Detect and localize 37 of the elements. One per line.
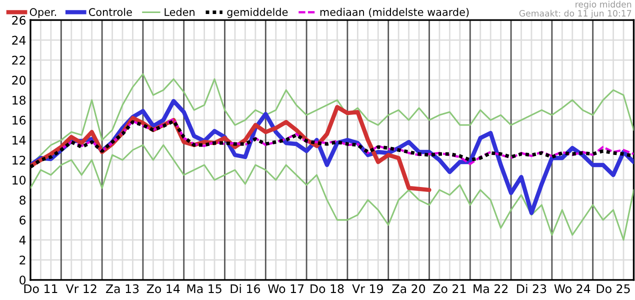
text: regio midden (576, 0, 632, 10)
x-tick-label: Za 20 (392, 284, 426, 294)
y-tick-label: 8 (20, 196, 26, 205)
x-tick-label: Do 18 (310, 284, 344, 294)
legend-label: Leden (164, 8, 194, 16)
y-tick-label: 0 (20, 276, 26, 285)
y-tick-label: 2 (20, 256, 26, 264)
y-tick-label: 4 (19, 236, 26, 244)
legend-label: mediaan (middelste waarde) (320, 8, 469, 18)
legend-label: Controle (88, 8, 132, 16)
x-tick-label: Di 23 (517, 284, 546, 294)
legend-label: Oper. (30, 8, 56, 18)
x-tick-label: Wo 17 (268, 284, 304, 294)
y-tick-label: 18 (12, 96, 26, 105)
legend-label: gemiddelde (227, 8, 288, 18)
y-tick-label: 24 (12, 36, 26, 45)
y-tick-label: 6 (20, 216, 26, 225)
x-tick-label: Di 16 (230, 284, 260, 294)
x-tick-label: Zo 21 (433, 284, 466, 294)
y-tick-label: 10 (12, 176, 26, 185)
y-tick-label: 22 (12, 56, 26, 65)
x-tick-label: Ma 15 (187, 284, 222, 294)
line-series (30, 144, 634, 241)
y-tick-label: 20 (12, 76, 26, 85)
x-tick-label: Zo 14 (146, 284, 180, 294)
y-tick-label: 16 (12, 116, 26, 125)
x-tick-label: Ma 22 (474, 284, 508, 294)
y-tick-label: 14 (12, 136, 26, 144)
y-tick-label: 12 (12, 156, 26, 164)
x-tick-label: Vr 19 (352, 284, 383, 294)
y-tick-label: 26 (12, 16, 26, 25)
text: Gemaakt: do 11 jun 10:17 (519, 10, 632, 18)
x-tick-label: Do 11 (24, 284, 58, 294)
x-tick-label: Do 25 (596, 284, 630, 294)
x-tick-label: Vr 12 (66, 284, 96, 294)
x-tick-label: Za 13 (106, 284, 139, 294)
x-tick-label: Wo 24 (554, 284, 590, 294)
